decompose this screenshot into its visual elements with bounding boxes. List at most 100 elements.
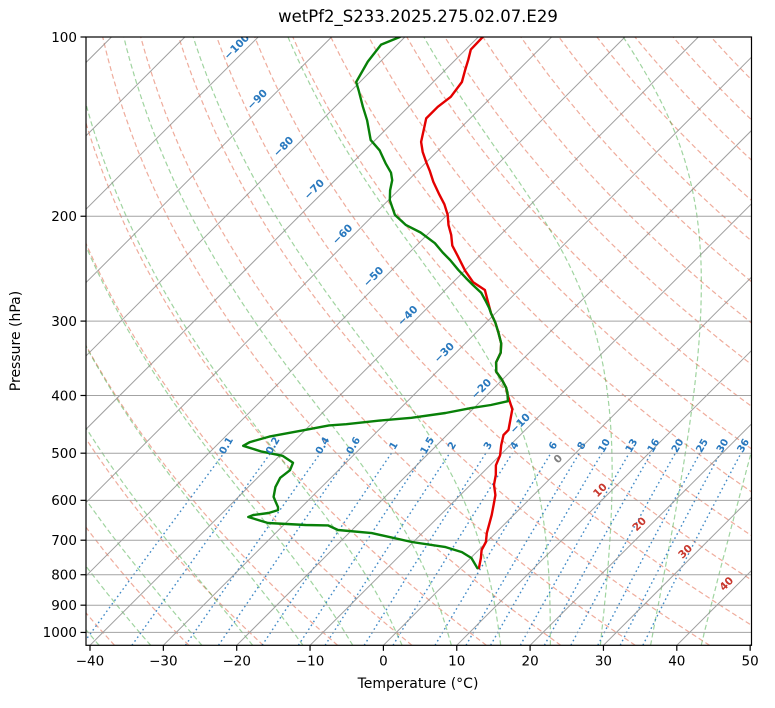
mixing-ratio-line — [392, 452, 513, 646]
dry-adiabat — [482, 37, 752, 324]
x-tick-label: −30 — [149, 653, 178, 669]
y-tick-label: 800 — [51, 568, 77, 584]
y-tick-label: 400 — [51, 388, 77, 404]
isotherm-line — [383, 276, 752, 646]
moist-adiabat — [86, 498, 203, 646]
mixing-ratio-line — [619, 452, 722, 646]
x-tick-label: 50 — [742, 653, 759, 669]
y-tick-label: 100 — [51, 30, 77, 46]
isotherm-line — [236, 129, 752, 646]
isotherm-line — [86, 37, 552, 504]
y-tick-label: 1000 — [43, 625, 77, 641]
mixing-ratio-label: 20 — [670, 437, 687, 455]
mixing-ratio-label: 2 — [446, 440, 459, 452]
mixing-ratio-label: 30 — [715, 437, 732, 455]
dry-adiabat — [406, 37, 752, 408]
y-axis-label: Pressure (hPa) — [8, 291, 24, 391]
y-tick-label: 200 — [51, 209, 77, 225]
dry-adiabat — [634, 37, 752, 161]
isotherm-label: −20 — [469, 377, 494, 402]
mixing-ratio-label: 4 — [509, 440, 522, 452]
isotherm-label: −50 — [361, 264, 386, 289]
y-tick-label: 300 — [51, 314, 77, 330]
mixing-ratio-label: 13 — [624, 437, 641, 455]
isotherm-label: −60 — [330, 222, 355, 247]
isotherm-line — [162, 56, 752, 646]
isotherm-label: −30 — [432, 340, 457, 365]
dry-adiabat — [178, 37, 710, 646]
mixing-ratio-line — [363, 452, 487, 646]
dry-adiabat — [330, 37, 752, 493]
dry-adiabat — [140, 37, 636, 646]
moist-adiabat — [123, 37, 452, 646]
mixing-ratio-line — [489, 452, 603, 646]
mixing-ratio-label: 8 — [576, 440, 589, 452]
isotherm-line — [309, 203, 752, 646]
mixing-ratio-line — [217, 452, 352, 646]
mixing-ratio-line — [465, 452, 580, 646]
isotherm-line — [456, 349, 752, 646]
isotherm-line — [749, 643, 752, 646]
x-tick-label: 20 — [522, 653, 539, 669]
mixing-ratio-line — [131, 452, 272, 646]
isotherm-label: 10 — [591, 481, 610, 500]
moist-adiabat — [622, 37, 703, 646]
dry-adiabat — [216, 37, 752, 626]
x-tick-label: −20 — [222, 653, 251, 669]
x-tick-label: −40 — [76, 653, 105, 669]
isotherm-label: −90 — [245, 87, 270, 112]
dry-adiabat — [86, 344, 338, 646]
mixing-ratio-line — [297, 452, 426, 646]
dry-adiabat — [254, 37, 752, 581]
mixing-ratio-label: 36 — [736, 437, 753, 455]
mixing-ratio-line — [86, 452, 225, 641]
x-tick-label: 30 — [595, 653, 612, 669]
dry-adiabat — [558, 37, 752, 242]
mixing-ratio-line — [642, 452, 742, 646]
in-plot-labels: −100−90−80−70−60−50−40−30−20−10010203040… — [218, 37, 753, 594]
dry-adiabat — [86, 437, 264, 646]
isotherm-label: 0 — [551, 452, 565, 466]
moist-adiabat — [287, 37, 551, 646]
isotherm-line — [86, 37, 186, 137]
isotherm-line — [86, 37, 332, 284]
moist-adiabat — [423, 37, 613, 646]
mixing-ratio-label: 10 — [597, 437, 614, 455]
x-tick-label: 40 — [668, 653, 685, 669]
y-tick-label: 500 — [51, 446, 77, 462]
dewpoint-trace — [242, 37, 510, 570]
dry-adiabat — [710, 37, 752, 81]
x-axis-label: Temperature (°C) — [357, 676, 479, 692]
moist-adiabat — [192, 37, 502, 646]
isotherm-label: 20 — [630, 515, 649, 534]
mixing-ratio-line — [434, 452, 552, 646]
plot-border — [85, 36, 753, 646]
dry-adiabat — [748, 37, 752, 41]
dry-adiabat — [292, 37, 752, 537]
profile-traces — [242, 37, 514, 570]
y-tick-label: 700 — [51, 533, 77, 549]
isotherm-line — [86, 37, 479, 430]
isotherm-label: −70 — [302, 177, 327, 202]
isotherm-line — [603, 496, 752, 646]
isotherm-line — [86, 37, 406, 357]
x-tick-label: 0 — [379, 653, 388, 669]
mixing-ratio-label: 16 — [646, 437, 663, 455]
y-tick-label: 900 — [51, 598, 77, 614]
isotherm-label: 40 — [717, 575, 736, 594]
dry-adiabat — [86, 241, 413, 646]
isotherm-line — [89, 37, 699, 646]
mixing-ratio-line — [324, 452, 451, 646]
mixing-ratio-label: 1 — [388, 440, 401, 452]
mixing-ratio-line — [261, 452, 392, 646]
isotherm-line — [86, 37, 259, 210]
dry-adiabat — [444, 37, 752, 366]
dry-adiabat — [86, 121, 487, 646]
x-tick-label: 10 — [448, 653, 465, 669]
mixing-ratio-line — [570, 452, 677, 646]
chart-title: wetPf2_S233.2025.275.02.07.E29 — [278, 7, 558, 27]
isotherm-label: −40 — [396, 303, 421, 328]
